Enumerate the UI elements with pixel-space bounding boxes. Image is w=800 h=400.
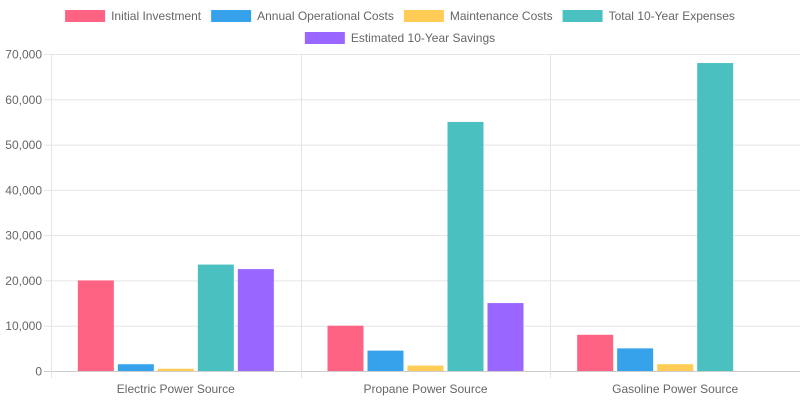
y-tick-label: 60,000: [5, 93, 42, 107]
bar-annual-operational-costs[interactable]: [117, 364, 154, 371]
bar-annual-operational-costs[interactable]: [367, 350, 404, 371]
legend-label[interactable]: Initial Investment: [111, 9, 202, 23]
bar-maintenance-costs[interactable]: [157, 368, 194, 371]
y-tick-label: 70,000: [5, 48, 42, 62]
legend-swatch[interactable]: [304, 32, 345, 44]
bar-annual-operational-costs[interactable]: [617, 348, 654, 371]
bar-total-10-year-expenses[interactable]: [447, 121, 484, 371]
bar-total-10-year-expenses[interactable]: [697, 63, 734, 372]
x-tick-label: Electric Power Source: [117, 382, 235, 396]
bar-initial-investment[interactable]: [327, 325, 364, 371]
legend-swatch[interactable]: [403, 10, 444, 22]
bar-estimated-10-year-savings[interactable]: [487, 303, 524, 371]
bar-estimated-10-year-savings[interactable]: [237, 269, 274, 371]
y-tick-label: 40,000: [5, 183, 42, 197]
bar-initial-investment[interactable]: [577, 334, 614, 371]
bar-total-10-year-expenses[interactable]: [197, 264, 234, 371]
legend-swatch[interactable]: [562, 10, 603, 22]
y-tick-label: 20,000: [5, 274, 42, 288]
legend-label[interactable]: Maintenance Costs: [450, 9, 553, 23]
bar-maintenance-costs[interactable]: [657, 364, 694, 371]
x-tick-label: Propane Power Source: [363, 382, 487, 396]
legend-swatch[interactable]: [211, 10, 252, 22]
x-tick-label: Gasoline Power Source: [612, 382, 738, 396]
legend-swatch[interactable]: [65, 10, 106, 22]
bar-initial-investment[interactable]: [77, 280, 114, 371]
y-tick-label: 10,000: [5, 319, 42, 333]
bar-maintenance-costs[interactable]: [407, 365, 444, 371]
y-tick-label: 30,000: [5, 229, 42, 243]
legend-label[interactable]: Estimated 10-Year Savings: [351, 31, 495, 45]
legend-label[interactable]: Annual Operational Costs: [257, 9, 394, 23]
legend-label[interactable]: Total 10-Year Expenses: [609, 9, 735, 23]
y-tick-label: 0: [35, 365, 42, 379]
y-tick-label: 50,000: [5, 138, 42, 152]
